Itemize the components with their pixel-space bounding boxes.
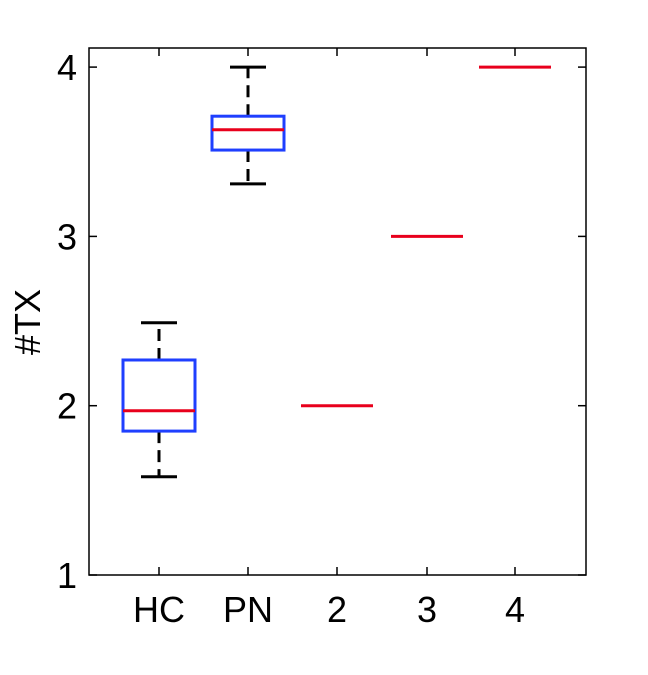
x-tick-label: HC xyxy=(133,589,185,630)
x-tick-label: PN xyxy=(223,589,273,630)
plot-area: 1 2 3 4 HC PN 2 3 4 xyxy=(57,47,587,630)
box-iqr xyxy=(121,358,197,433)
x-tick-label: 4 xyxy=(505,589,525,630)
y-tick-label: 3 xyxy=(57,216,77,257)
y-axis-title: #TX xyxy=(7,289,48,355)
x-tick-label: 3 xyxy=(417,589,437,630)
box-iqr xyxy=(210,114,286,152)
y-tick-label: 2 xyxy=(57,386,77,427)
y-tick-label: 4 xyxy=(57,47,77,88)
x-tick-label: 2 xyxy=(327,589,347,630)
axes-frame xyxy=(88,47,587,576)
y-tick-label: 1 xyxy=(57,555,77,596)
